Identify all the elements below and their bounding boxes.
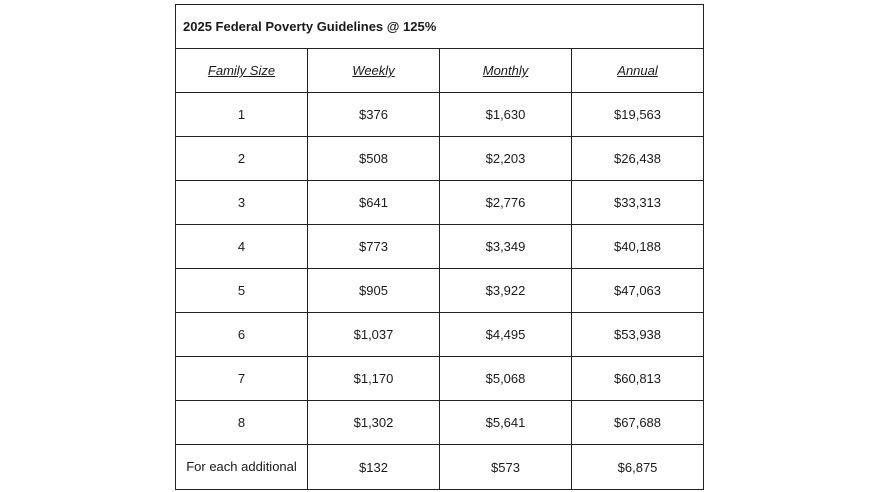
weekly-cell: $508: [307, 136, 440, 181]
family-size-cell: 8: [175, 400, 308, 445]
column-header-weekly: Weekly: [307, 48, 440, 93]
family-size-cell: 3: [175, 180, 308, 225]
monthly-cell: $4,495: [439, 312, 572, 357]
table-row: 2 $508 $2,203 $26,438: [175, 136, 705, 181]
table-row: 3 $641 $2,776 $33,313: [175, 180, 705, 225]
weekly-cell: $1,302: [307, 400, 440, 445]
monthly-cell: $2,776: [439, 180, 572, 225]
monthly-cell: $5,641: [439, 400, 572, 445]
annual-cell: $26,438: [570, 136, 705, 181]
weekly-cell: $641: [307, 180, 440, 225]
annual-cell: $53,938: [570, 312, 705, 357]
annual-cell: $40,188: [570, 224, 705, 269]
family-size-cell: 2: [175, 136, 308, 181]
weekly-cell: $905: [307, 268, 440, 313]
family-size-cell: 6: [175, 312, 308, 357]
monthly-cell: $3,349: [439, 224, 572, 269]
column-header-annual: Annual: [570, 48, 705, 93]
table-row: 6 $1,037 $4,495 $53,938: [175, 312, 705, 357]
table-row: 4 $773 $3,349 $40,188: [175, 224, 705, 269]
weekly-cell: $132: [307, 444, 440, 490]
poverty-guidelines-table-container: 2025 Federal Poverty Guidelines @ 125% F…: [174, 4, 705, 490]
poverty-guidelines-table: 2025 Federal Poverty Guidelines @ 125% F…: [174, 4, 705, 490]
annual-cell: $6,875: [570, 444, 705, 490]
weekly-cell: $773: [307, 224, 440, 269]
annual-cell: $47,063: [570, 268, 705, 313]
annual-cell: $33,313: [570, 180, 705, 225]
column-header-monthly: Monthly: [439, 48, 572, 93]
table-title-row: 2025 Federal Poverty Guidelines @ 125%: [174, 4, 705, 49]
annual-cell: $60,813: [570, 356, 705, 401]
annual-cell: $67,688: [570, 400, 705, 445]
annual-cell: $19,563: [570, 92, 705, 137]
weekly-cell: $1,037: [307, 312, 440, 357]
weekly-cell: $376: [307, 92, 440, 137]
family-size-cell: 4: [175, 224, 308, 269]
monthly-cell: $1,630: [439, 92, 572, 137]
table-row: 1 $376 $1,630 $19,563: [175, 92, 705, 137]
family-size-cell: 1: [175, 92, 308, 137]
monthly-cell: $5,068: [439, 356, 572, 401]
table-title: 2025 Federal Poverty Guidelines @ 125%: [174, 4, 705, 49]
monthly-cell: $3,922: [439, 268, 572, 313]
family-size-cell: For each additional: [175, 444, 308, 490]
monthly-cell: $573: [439, 444, 572, 490]
family-size-cell: 5: [175, 268, 308, 313]
weekly-cell: $1,170: [307, 356, 440, 401]
table-header-row: Family Size Weekly Monthly Annual: [175, 48, 705, 93]
table-row: 8 $1,302 $5,641 $67,688: [175, 400, 705, 445]
monthly-cell: $2,203: [439, 136, 572, 181]
family-size-cell: 7: [175, 356, 308, 401]
table-row: For each additional $132 $573 $6,875: [175, 444, 705, 490]
column-header-family-size: Family Size: [175, 48, 308, 93]
table-row: 5 $905 $3,922 $47,063: [175, 268, 705, 313]
table-row: 7 $1,170 $5,068 $60,813: [175, 356, 705, 401]
